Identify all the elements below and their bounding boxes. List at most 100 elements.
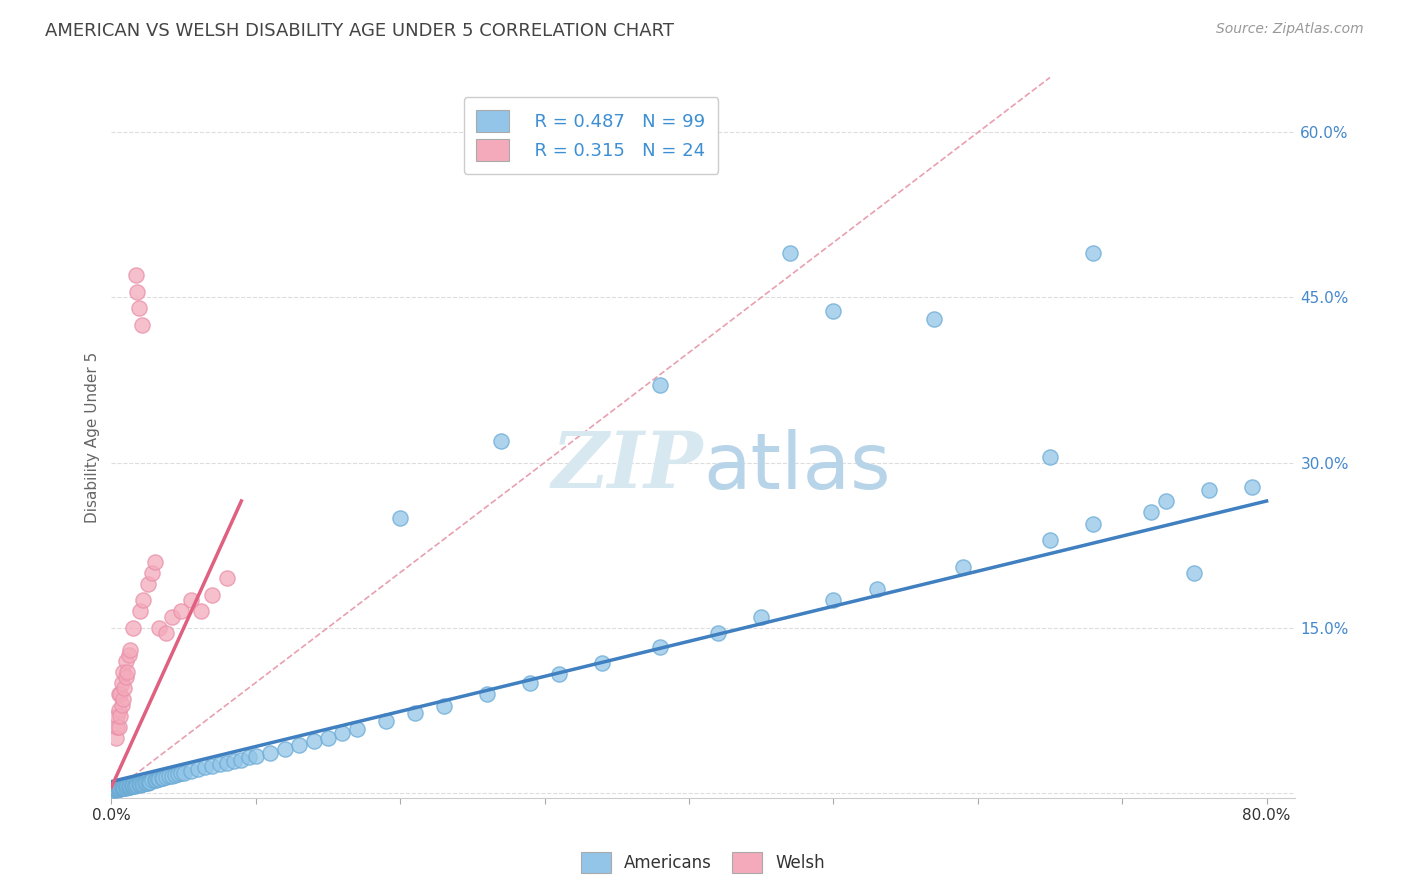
Point [143,773,166,788]
Point [1140,505,1163,519]
Point [117,780,139,794]
Point [134,775,156,789]
Point [389,510,412,524]
Point [157,769,180,783]
Point [190,604,212,618]
Point [105,781,128,796]
Point [1039,450,1062,464]
Y-axis label: Disability Age Under 5: Disability Age Under 5 [86,352,100,524]
Point [103,782,125,797]
Point [302,734,325,748]
Point [155,626,177,640]
Point [238,750,260,764]
Point [120,642,142,657]
Point [146,772,169,787]
Point [707,626,730,640]
Point [259,746,281,760]
Point [110,675,132,690]
Point [110,781,132,796]
Point [139,774,162,789]
Point [105,720,128,734]
Point [124,778,146,792]
Point [201,759,224,773]
Text: AMERICAN VS WELSH DISABILITY AGE UNDER 5 CORRELATION CHART: AMERICAN VS WELSH DISABILITY AGE UNDER 5… [45,22,673,40]
Point [127,778,149,792]
Point [117,665,139,679]
Point [155,770,177,784]
Point [127,285,149,299]
Point [107,687,129,701]
Point [117,779,139,793]
Point [132,593,155,607]
Point [1083,246,1105,260]
Point [404,706,426,721]
Point [648,640,671,655]
Point [346,722,368,736]
Point [1039,533,1062,547]
Point [316,731,339,745]
Point [118,780,141,794]
Point [160,769,183,783]
Point [105,708,128,723]
Point [245,749,267,764]
Point [148,621,170,635]
Point [112,781,135,796]
Point [129,777,152,791]
Point [108,781,131,796]
Point [224,754,246,768]
Point [432,698,454,713]
Point [122,621,145,635]
Point [111,665,134,679]
Point [170,604,193,618]
Point [288,738,311,752]
Point [131,777,153,791]
Point [215,756,238,770]
Point [823,593,845,607]
Legend: Americans, Welsh: Americans, Welsh [574,846,832,880]
Point [332,726,354,740]
Point [131,318,153,332]
Point [141,566,163,580]
Point [104,781,127,796]
Point [104,731,127,745]
Point [145,773,167,788]
Point [187,763,209,777]
Point [121,779,143,793]
Point [163,768,186,782]
Point [107,781,129,796]
Point [150,771,173,785]
Point [129,604,152,618]
Point [519,675,541,690]
Point [107,703,129,717]
Point [160,609,183,624]
Legend:   R = 0.487   N = 99,   R = 0.315   N = 24: R = 0.487 N = 99, R = 0.315 N = 24 [464,97,718,174]
Point [952,560,974,574]
Point [173,765,195,780]
Point [170,765,193,780]
Point [1198,483,1220,497]
Point [120,779,142,793]
Point [1182,566,1205,580]
Point [143,555,166,569]
Point [866,582,889,596]
Point [107,782,129,797]
Point [231,753,253,767]
Point [128,301,150,316]
Point [136,576,159,591]
Point [112,681,135,695]
Point [152,771,174,785]
Point [141,773,163,788]
Point [374,714,396,728]
Point [115,780,138,794]
Point [166,767,188,781]
Point [475,687,498,701]
Point [208,756,231,771]
Point [122,779,145,793]
Point [122,778,145,792]
Point [180,593,202,607]
Point [125,778,148,792]
Point [112,780,135,794]
Point [105,782,128,797]
Point [1154,494,1177,508]
Point [648,378,671,392]
